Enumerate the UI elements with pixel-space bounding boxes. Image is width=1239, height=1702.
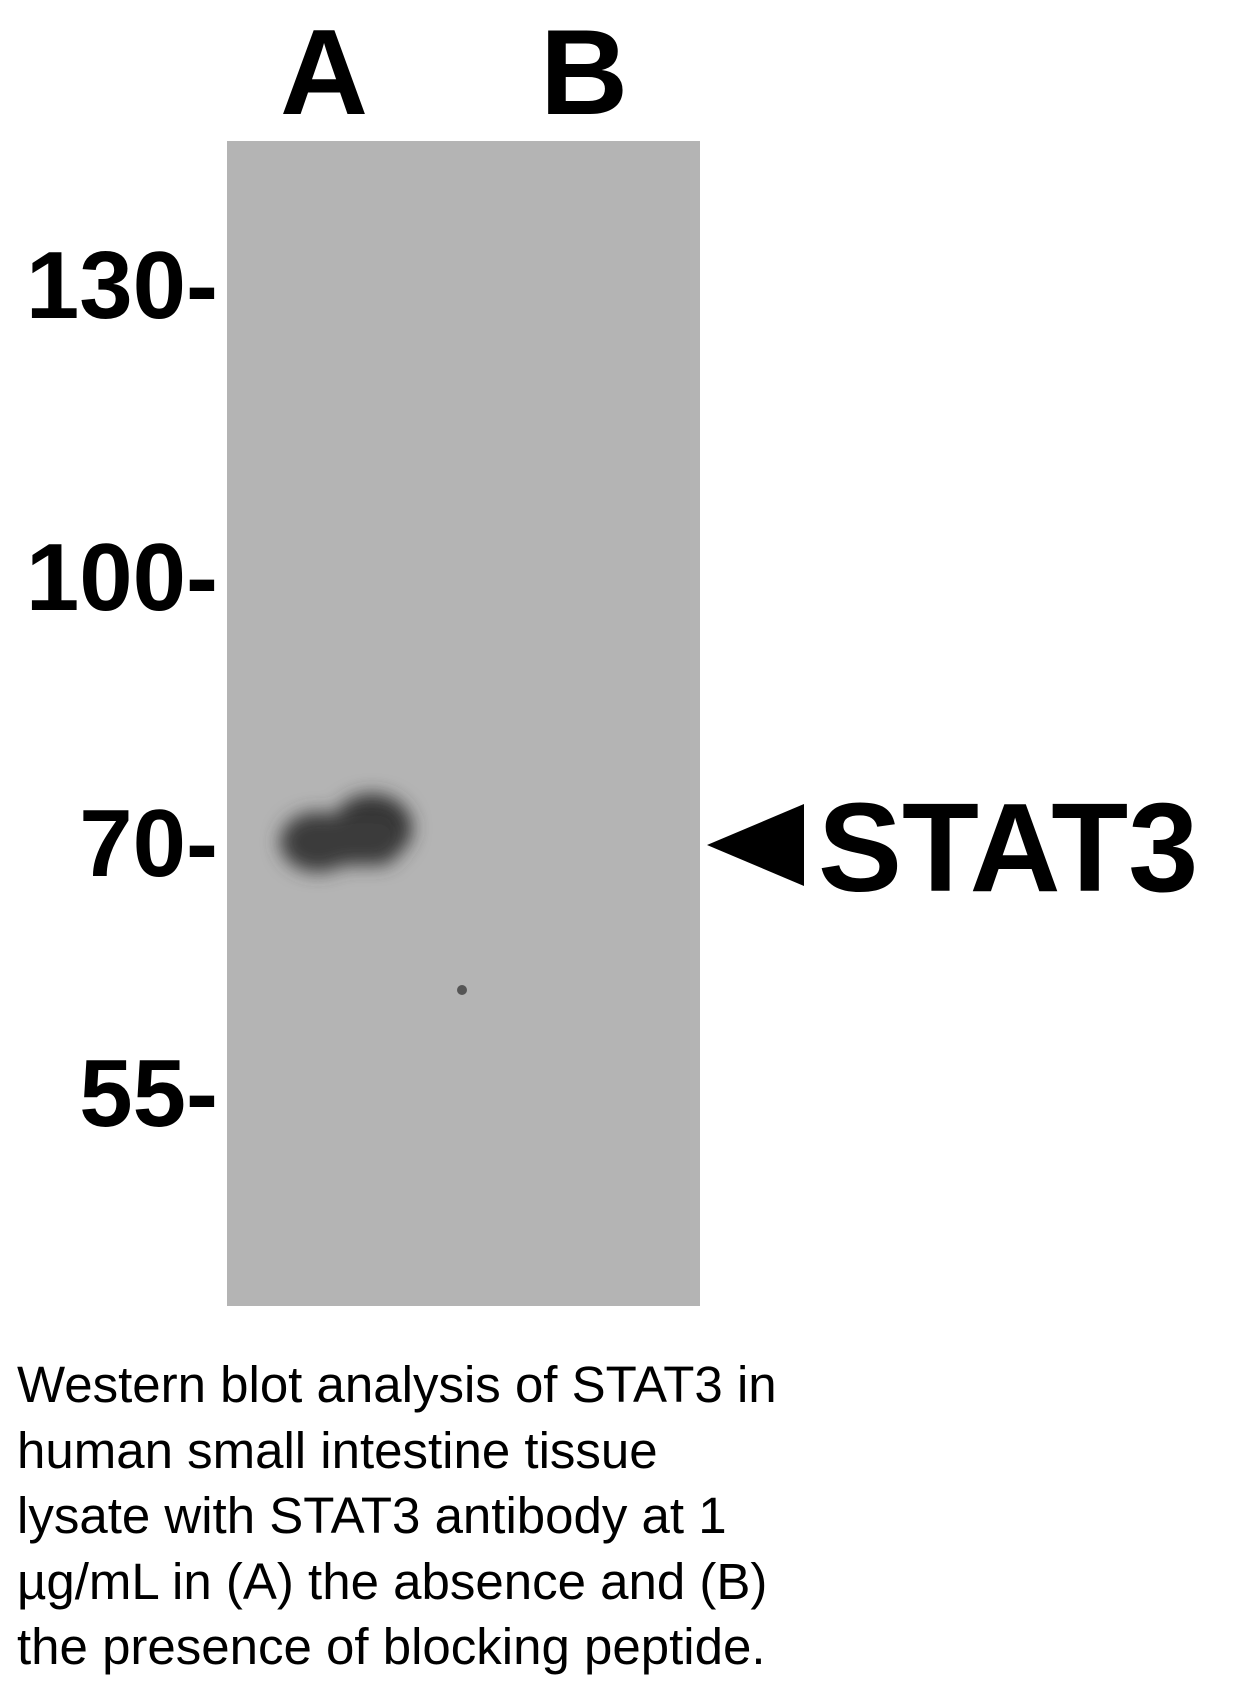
blot-speck bbox=[457, 985, 467, 995]
figure-caption: Western blot analysis of STAT3 in human … bbox=[17, 1352, 1217, 1680]
protein-band bbox=[280, 794, 412, 872]
marker-55: 55- bbox=[79, 1040, 218, 1147]
caption-line: the presence of blocking peptide. bbox=[17, 1618, 766, 1675]
lane-label-a: A bbox=[280, 4, 368, 140]
marker-100: 100- bbox=[26, 524, 218, 631]
blot-membrane bbox=[227, 141, 700, 1306]
caption-line: µg/mL in (A) the absence and (B) bbox=[17, 1552, 768, 1610]
marker-130: 130- bbox=[26, 232, 218, 339]
target-label: STAT3 bbox=[818, 777, 1198, 918]
caption-line: Western blot analysis of STAT3 in bbox=[17, 1356, 777, 1413]
caption-line: human small intestine tissue bbox=[17, 1421, 658, 1479]
arrowhead-left-icon bbox=[707, 804, 804, 886]
marker-70: 70- bbox=[79, 790, 218, 897]
lane-label-b: B bbox=[540, 4, 628, 140]
caption-line: lysate with STAT3 antibody at 1 bbox=[17, 1487, 727, 1544]
